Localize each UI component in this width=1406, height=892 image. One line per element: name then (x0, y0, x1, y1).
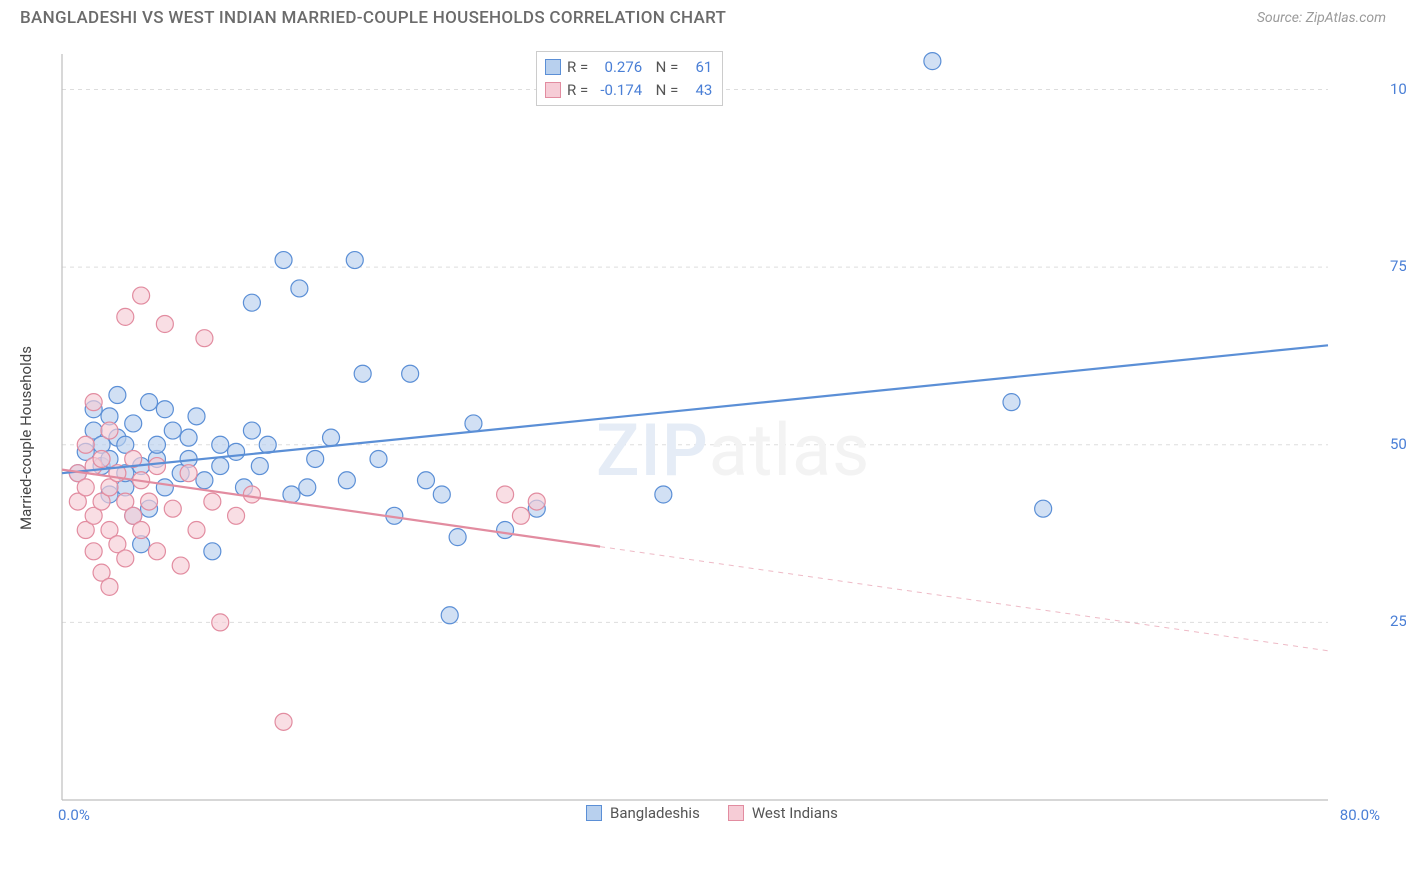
legend-r-value: -0.174 (594, 79, 642, 102)
legend-n-value: 61 (684, 56, 712, 79)
legend-r-label: R = (567, 56, 588, 79)
legend-swatch (545, 82, 561, 98)
x-tick-label: 80.0% (1340, 806, 1380, 824)
legend-stats-box: R = 0.276 N = 61 R = -0.174 N = 43 (536, 51, 723, 106)
y-tick-label: 50.0% (1390, 435, 1406, 453)
legend-series-label: West Indians (752, 804, 838, 822)
header-bar: BANGLADESHI VS WEST INDIAN MARRIED-COUPL… (0, 0, 1406, 32)
page-root: BANGLADESHI VS WEST INDIAN MARRIED-COUPL… (0, 0, 1406, 892)
y-axis-label: Married-couple Households (17, 346, 35, 530)
legend-stat-row: R = 0.276 N = 61 (545, 56, 712, 79)
legend-n-label: N = (648, 56, 678, 79)
chart-title: BANGLADESHI VS WEST INDIAN MARRIED-COUPL… (20, 8, 726, 28)
legend-series-item: Bangladeshis (586, 804, 700, 822)
chart-area: Married-couple Households ZIPatlas R =0.… (56, 48, 1386, 828)
legend-series-label: Bangladeshis (610, 804, 700, 822)
y-tick-label: 100.0% (1390, 80, 1406, 98)
source-attribution: Source: ZipAtlas.com (1257, 10, 1386, 26)
legend-stat-row: R = -0.174 N = 43 (545, 79, 712, 102)
legend-swatch (728, 805, 744, 821)
scatter-plot (56, 48, 1386, 828)
legend-r-label: R = (567, 79, 588, 102)
legend-r-value: 0.276 (594, 56, 642, 79)
legend-swatch (545, 59, 561, 75)
legend-n-value: 43 (684, 79, 712, 102)
y-tick-label: 25.0% (1390, 612, 1406, 630)
legend-series: Bangladeshis West Indians (586, 804, 838, 822)
x-tick-label: 0.0% (58, 806, 90, 824)
legend-series-item: West Indians (728, 804, 838, 822)
legend-n-label: N = (648, 79, 678, 102)
y-tick-label: 75.0% (1390, 257, 1406, 275)
legend-swatch (586, 805, 602, 821)
